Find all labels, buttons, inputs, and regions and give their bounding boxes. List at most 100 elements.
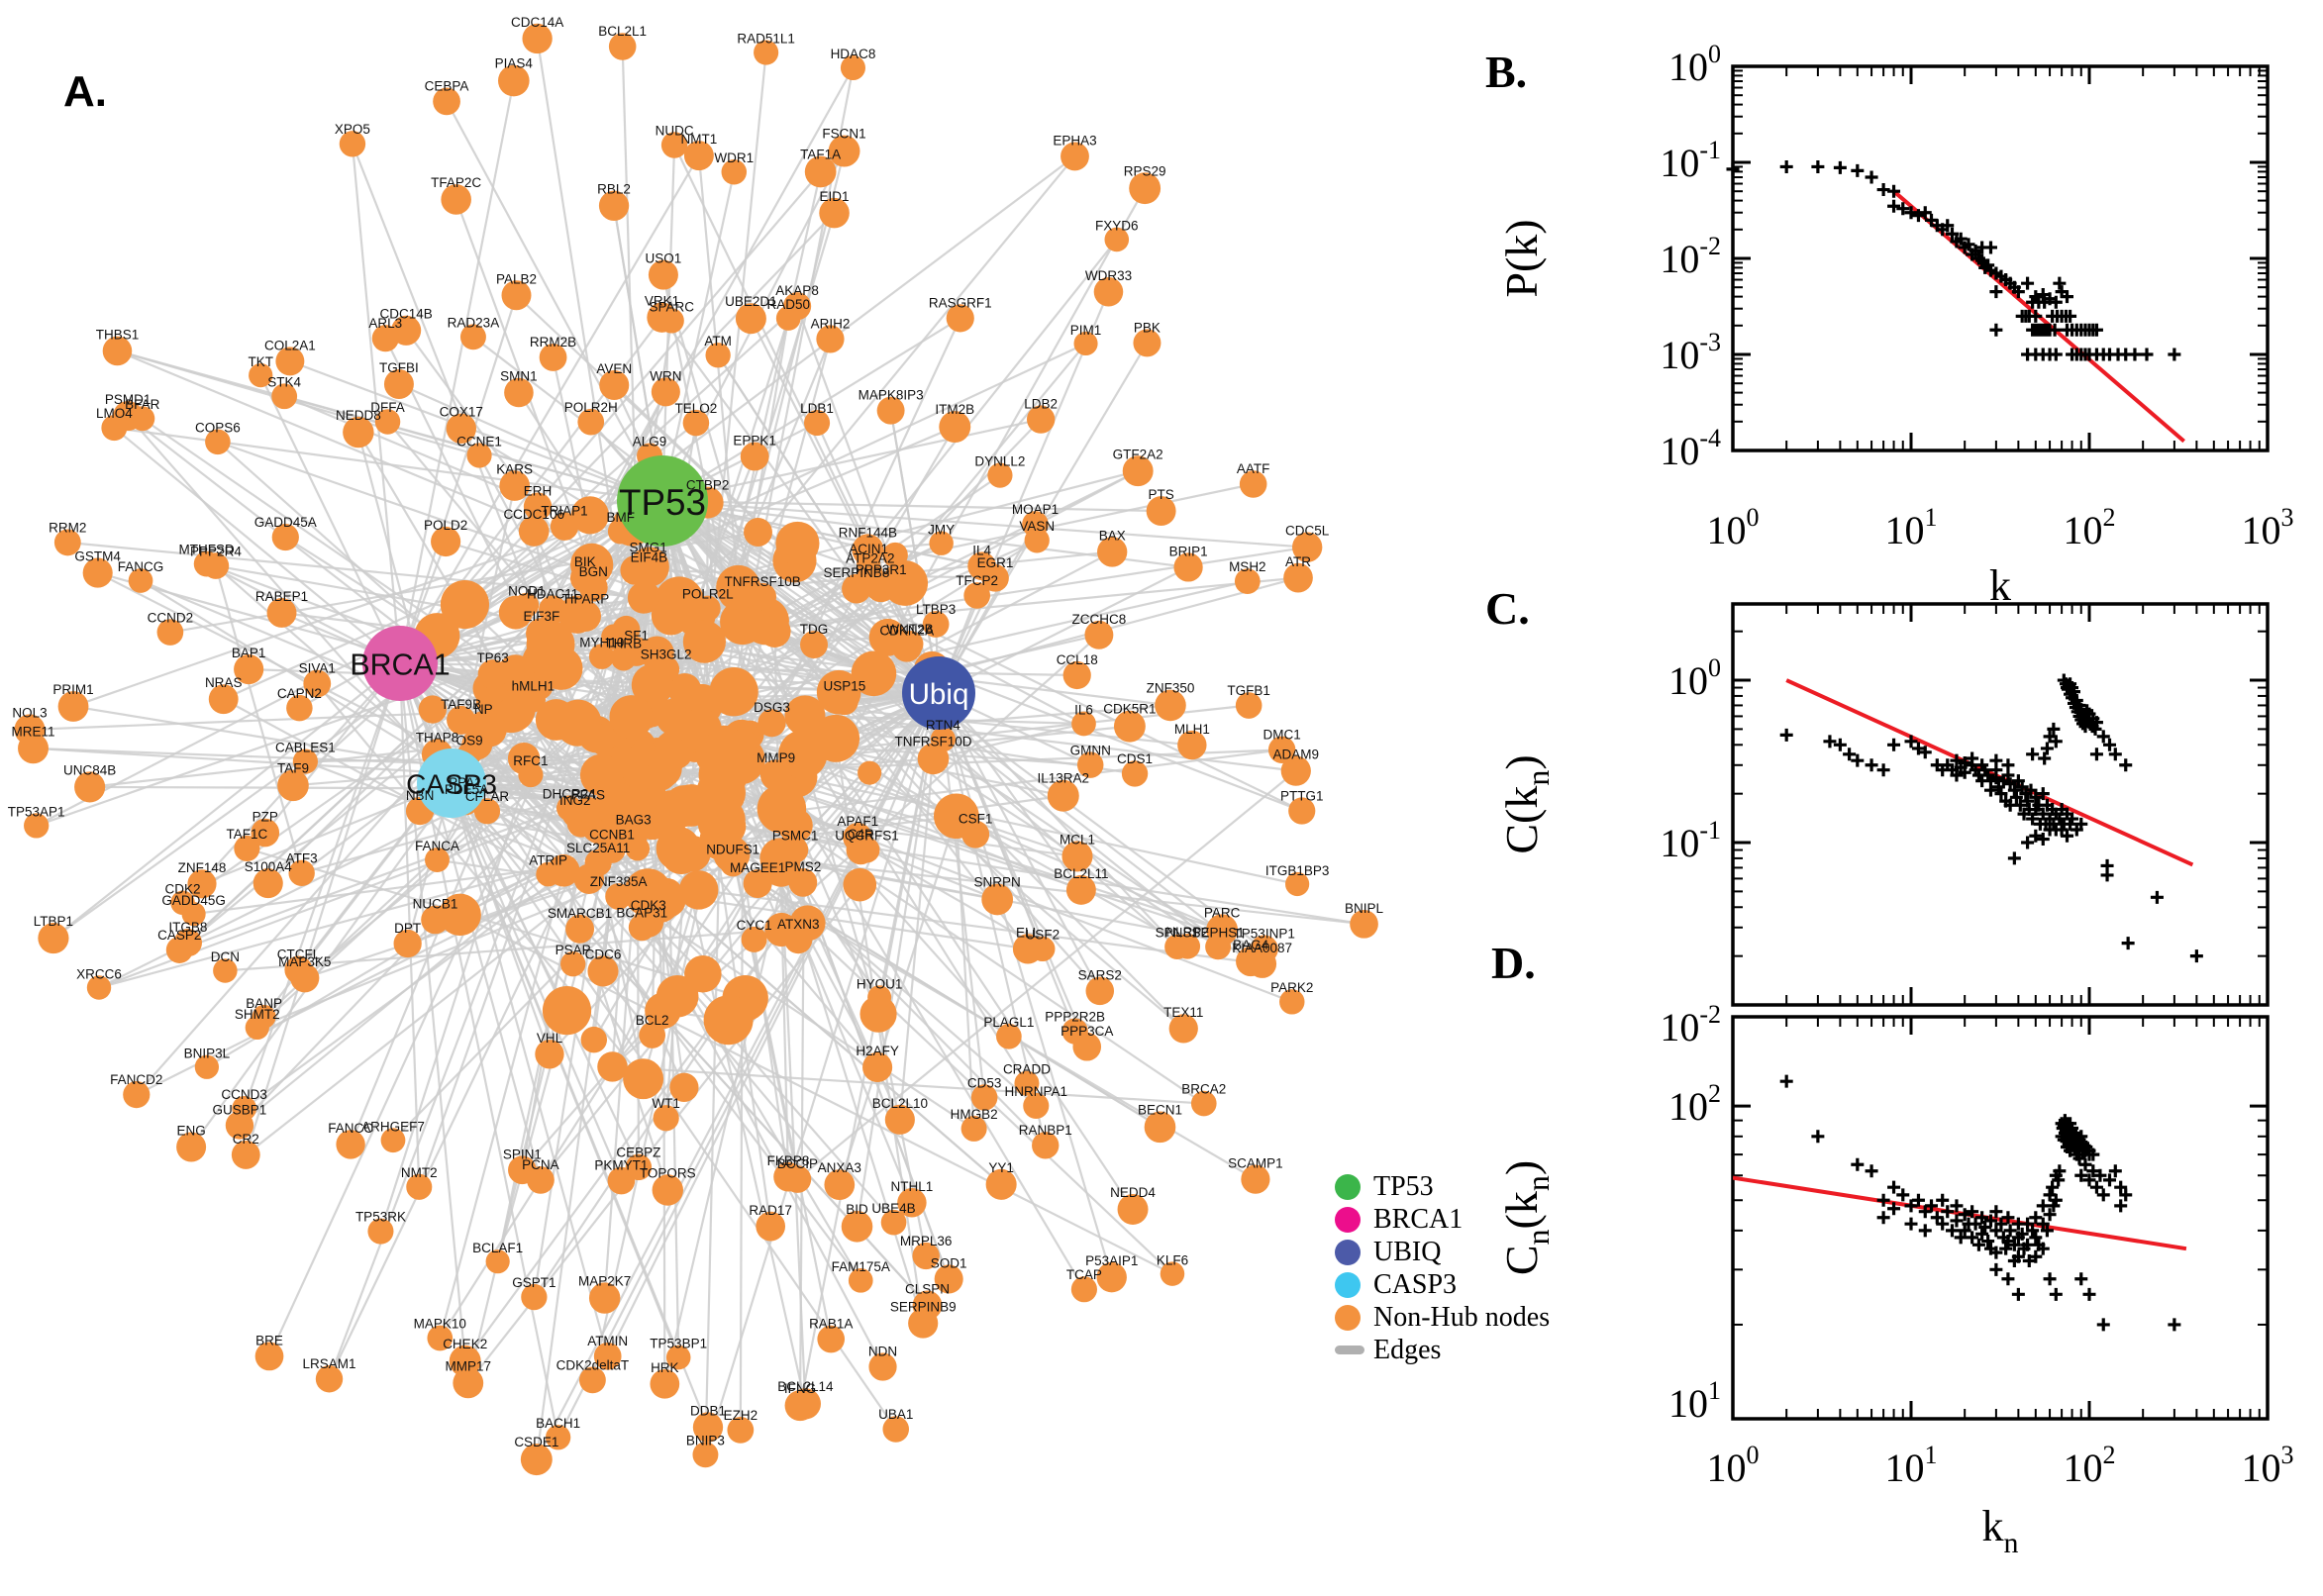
network-graph: USF2 CDC6 COPS6 BCCIP CCNB1 CDK3 CCND2 WDR33 POL… — [8, 15, 1384, 1476]
network-node-label: CEBPA — [425, 79, 469, 94]
network-node — [1070, 1276, 1097, 1303]
network-node — [897, 1188, 927, 1218]
network-node-label: PZP — [252, 810, 278, 825]
network-node — [1060, 142, 1089, 171]
network-node-label: CDC14A — [511, 15, 563, 30]
network-node — [446, 413, 476, 445]
network-node-label: MAP2K7 — [578, 1273, 631, 1288]
network-edge — [398, 80, 515, 664]
network-node — [520, 687, 546, 713]
network-node — [665, 1345, 691, 1370]
hub-node-label-tp53: TP53 — [619, 482, 706, 523]
svg-text:101: 101 — [1668, 1376, 1721, 1426]
network-node — [597, 1051, 628, 1082]
network-edge — [661, 500, 1265, 950]
network-node-label: CDK3 — [631, 898, 666, 913]
network-node-label: KARS — [496, 461, 533, 476]
network-node-label: RAD51L1 — [737, 32, 795, 47]
xlabel-d: kn — [1982, 1502, 2019, 1559]
network-node-label: KLF6 — [1157, 1252, 1188, 1267]
network-node — [1061, 841, 1093, 872]
network-edge — [661, 500, 940, 694]
svg-text:101: 101 — [1885, 1441, 1938, 1490]
network-node-label: BNIP3L — [184, 1047, 231, 1061]
network-edge — [661, 500, 868, 851]
network-node — [1173, 552, 1203, 582]
network-node — [208, 684, 239, 715]
network-edge — [702, 648, 1085, 1290]
network-node-label: SERPINB9 — [890, 1299, 957, 1314]
network-node-label: PSMC1 — [772, 828, 819, 843]
network-node — [425, 848, 450, 873]
network-node-label: BNIP3 — [686, 1433, 725, 1447]
network-node-label: DCN — [211, 949, 240, 964]
svg-text:103: 103 — [2242, 503, 2294, 552]
network-node-label: NDN — [868, 1344, 897, 1358]
network-node-label: GADD45A — [254, 515, 317, 530]
network-edge — [52, 500, 663, 940]
network-node — [658, 308, 684, 334]
network-node — [609, 695, 654, 740]
network-node — [1283, 562, 1313, 593]
network-node-label: BCCIP — [777, 1156, 818, 1171]
network-node-label: EGR1 — [977, 555, 1014, 570]
network-node-label: PPP3CA — [1060, 1024, 1113, 1039]
legend-label-casp3: CASP3 — [1373, 1268, 1458, 1300]
network-node-label: MAGEE1 — [730, 860, 785, 875]
network-node-label: IFNG — [784, 1381, 816, 1396]
network-node — [245, 1015, 269, 1041]
network-node-label: TAF9 — [277, 760, 309, 775]
network-node — [156, 619, 184, 646]
network-node-label: NTHL1 — [891, 1179, 934, 1194]
network-node-label: TRIAP1 — [541, 504, 587, 519]
network-node-label: CYC1 — [737, 918, 772, 933]
network-node — [694, 595, 721, 622]
xlabel-b: k — [1989, 561, 2011, 610]
network-node — [817, 1325, 846, 1353]
network-node — [251, 818, 280, 848]
network-node-label: COL2A1 — [264, 338, 316, 352]
network-node-label: BAG3 — [616, 812, 652, 827]
network-node — [522, 23, 553, 54]
network-node — [843, 867, 877, 902]
network-node — [485, 1249, 510, 1274]
network-node — [929, 531, 954, 555]
panel-a-label: A. — [63, 67, 107, 116]
network-hub-nodes — [362, 455, 975, 818]
network-node — [539, 344, 567, 371]
network-node — [574, 796, 601, 824]
network-node-label: BIK — [574, 554, 596, 569]
network-node — [504, 377, 534, 408]
network-node-label: WRN — [650, 368, 681, 383]
network-node — [1097, 537, 1128, 567]
network-node-label: FKBP8 — [767, 1153, 810, 1168]
ylabel-c: C(kn) — [1496, 754, 1556, 853]
network-node-label: UNC84B — [63, 762, 116, 777]
network-node-label: EZH2 — [724, 1408, 758, 1423]
network-node — [1076, 751, 1104, 778]
network-node-label: BRCA2 — [1181, 1082, 1226, 1097]
network-node — [393, 929, 422, 958]
network-node-label: SPNS1 — [1156, 926, 1199, 941]
network-node-label: TGFB1 — [1227, 683, 1270, 698]
svg-text:10-4: 10-4 — [1660, 424, 1721, 473]
network-node-label: FSCN1 — [822, 127, 865, 142]
network-edge — [606, 692, 940, 1357]
network-node — [499, 470, 530, 501]
network-node-label: BRE — [255, 1334, 283, 1348]
network-node-label: ERH — [524, 483, 553, 498]
network-node — [290, 963, 320, 993]
network-node-label: BACH1 — [536, 1416, 580, 1431]
network-edge — [933, 722, 1084, 760]
network-node — [650, 1368, 680, 1399]
network-node-label: BRIP1 — [1169, 544, 1208, 558]
network-node — [816, 325, 845, 353]
network-node-label: UBE2D1 — [725, 294, 777, 309]
network-node — [1072, 1032, 1102, 1061]
hub-node-casp3 — [417, 748, 486, 818]
plot-panel-c: 10-2 10-1 100 C(kn) — [1496, 602, 2270, 1049]
network-node — [292, 748, 318, 774]
network-node-label: ARHGEF7 — [361, 1119, 425, 1134]
network-node-label: POLR2L — [682, 587, 734, 602]
network-node — [625, 1153, 653, 1181]
